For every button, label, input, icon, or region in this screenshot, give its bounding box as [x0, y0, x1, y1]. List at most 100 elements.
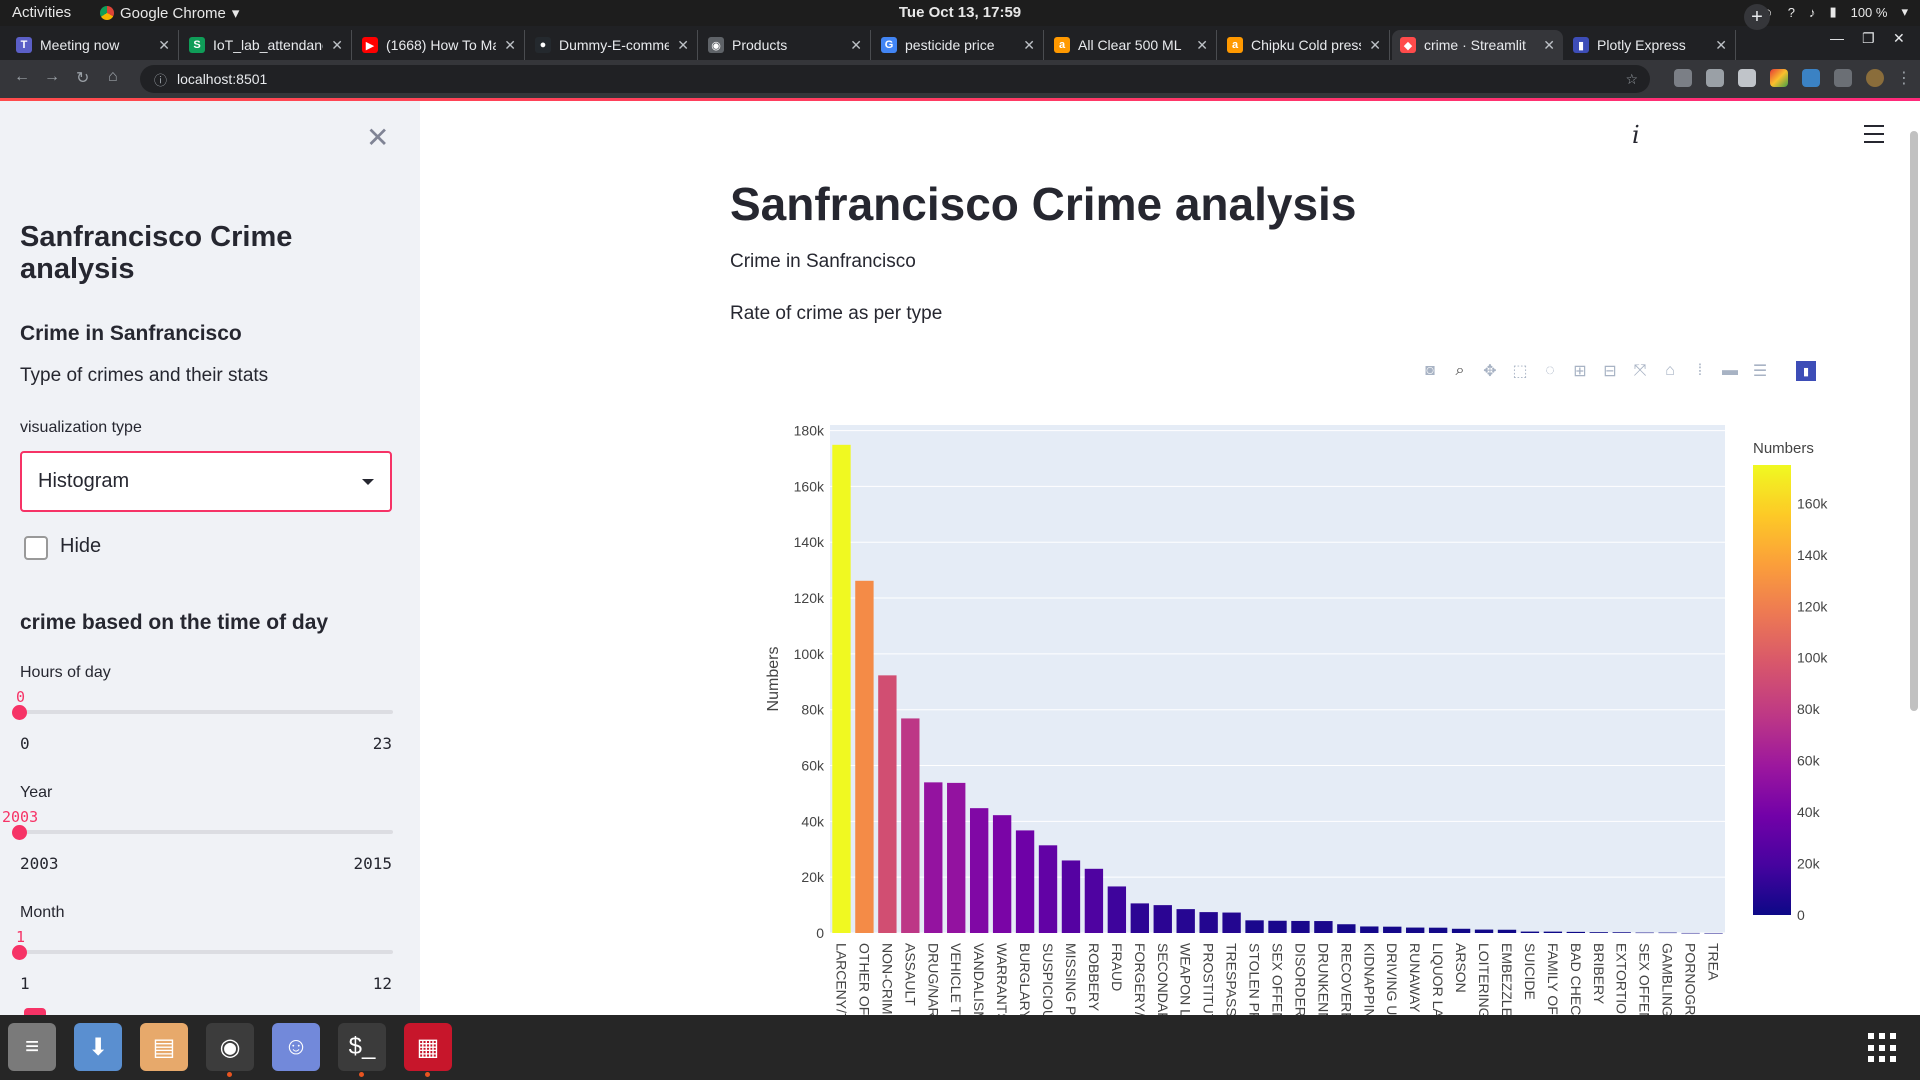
- bar[interactable]: [1015, 830, 1035, 933]
- tab-10[interactable]: ▮ Plotly Express ✕: [1565, 30, 1736, 60]
- maximize-icon[interactable]: ❐: [1862, 30, 1875, 46]
- bar[interactable]: [1153, 905, 1172, 933]
- zoom-out-icon[interactable]: ⊟: [1603, 363, 1617, 380]
- visualization-type-select[interactable]: Histogram: [20, 451, 392, 512]
- tab-8[interactable]: a Chipku Cold press ✕: [1219, 30, 1390, 60]
- bar[interactable]: [1520, 931, 1540, 933]
- file-manager-icon[interactable]: ▤: [140, 1023, 188, 1071]
- terminal-icon[interactable]: $_: [338, 1023, 386, 1077]
- volume-icon[interactable]: ♪: [1808, 4, 1816, 20]
- bar[interactable]: [1635, 932, 1654, 934]
- lasso-select-icon[interactable]: ◌: [1545, 362, 1555, 379]
- bar[interactable]: [947, 782, 966, 933]
- bar[interactable]: [1268, 920, 1287, 933]
- bar[interactable]: [1222, 912, 1241, 933]
- tab-close-icon[interactable]: ✕: [1369, 36, 1381, 53]
- hide-checkbox[interactable]: [24, 536, 48, 560]
- slider-track[interactable]: [20, 950, 393, 954]
- zoom-in-icon[interactable]: ⊞: [1573, 363, 1587, 380]
- bar[interactable]: [832, 444, 851, 933]
- tab-2[interactable]: S IoT_lab_attendance ✕: [181, 30, 352, 60]
- bar[interactable]: [1199, 912, 1218, 933]
- minimize-icon[interactable]: —: [1830, 30, 1844, 46]
- autoscale-icon[interactable]: ⤧: [1633, 362, 1647, 379]
- extension-icon[interactable]: [1706, 69, 1724, 87]
- tab-close-icon[interactable]: ✕: [158, 36, 170, 53]
- bar[interactable]: [855, 580, 874, 933]
- bar[interactable]: [1291, 920, 1310, 933]
- bar[interactable]: [1566, 931, 1586, 933]
- bar[interactable]: [1681, 932, 1700, 934]
- tab-7[interactable]: a All Clear 500 ML ✕: [1046, 30, 1217, 60]
- back-icon[interactable]: ←: [14, 68, 30, 85]
- help-icon[interactable]: ?: [1787, 4, 1795, 20]
- kebab-menu-icon[interactable]: ⋮: [1896, 70, 1912, 87]
- bar[interactable]: [1497, 929, 1517, 933]
- address-bar[interactable]: ⓘ localhost:8501 ☆: [140, 65, 1650, 93]
- partial-slider-thumb[interactable]: [24, 1008, 46, 1015]
- reset-axes-icon[interactable]: ⌂: [1665, 362, 1675, 379]
- chevron-down-icon[interactable]: ▾: [1901, 4, 1908, 19]
- bar[interactable]: [1337, 924, 1356, 933]
- reload-icon[interactable]: ↻: [76, 70, 90, 87]
- bar[interactable]: [901, 718, 920, 933]
- show-applications-icon[interactable]: [1868, 1033, 1898, 1063]
- bar[interactable]: [924, 782, 943, 933]
- tab-3[interactable]: ▶ (1668) How To Make ✕: [354, 30, 525, 60]
- files-stack-icon[interactable]: ≡: [8, 1023, 56, 1071]
- slider-thumb[interactable]: [12, 705, 27, 720]
- discord-icon[interactable]: ☺: [272, 1023, 320, 1071]
- bar[interactable]: [1176, 909, 1195, 933]
- clock[interactable]: Tue Oct 13, 17:59: [898, 4, 1022, 21]
- bar[interactable]: [1061, 860, 1081, 933]
- plotly-logo-icon[interactable]: ▮: [1796, 361, 1816, 381]
- tab-close-icon[interactable]: ✕: [1196, 36, 1208, 53]
- home-icon[interactable]: ⌂: [108, 68, 118, 85]
- slider-track[interactable]: [20, 830, 393, 834]
- close-window-icon[interactable]: ✕: [1893, 30, 1905, 46]
- tab-close-icon[interactable]: ✕: [850, 36, 862, 53]
- battery-icon[interactable]: ▮: [1829, 4, 1837, 19]
- screen-reader-icon[interactable]: ▦: [404, 1023, 452, 1077]
- pan-icon[interactable]: ✥: [1483, 363, 1497, 380]
- bar[interactable]: [1084, 868, 1104, 933]
- bar[interactable]: [1038, 845, 1058, 933]
- extension-icon[interactable]: [1802, 69, 1820, 87]
- tab-9[interactable]: ◆ crime · Streamlit ✕: [1392, 30, 1563, 60]
- extension-icon[interactable]: [1770, 69, 1788, 87]
- hide-checkbox-label[interactable]: Hide: [60, 535, 102, 557]
- scrollbar[interactable]: [1910, 131, 1918, 711]
- tab-close-icon[interactable]: ✕: [1543, 36, 1555, 53]
- bar[interactable]: [1245, 920, 1264, 933]
- bookmark-star-icon[interactable]: ☆: [1625, 70, 1638, 87]
- tab-close-icon[interactable]: ✕: [1715, 36, 1727, 53]
- tab-close-icon[interactable]: ✕: [504, 36, 516, 53]
- tab-4[interactable]: ● Dummy-E-commerce ✕: [527, 30, 698, 60]
- chrome-icon[interactable]: ◉: [206, 1023, 254, 1077]
- bar[interactable]: [1360, 926, 1379, 933]
- bar[interactable]: [992, 815, 1012, 933]
- slider-thumb[interactable]: [12, 945, 27, 960]
- bar[interactable]: [1474, 929, 1494, 933]
- software-installer-icon[interactable]: ⬇: [74, 1023, 122, 1071]
- bar[interactable]: [969, 808, 989, 933]
- camera-icon[interactable]: ◙: [1425, 362, 1435, 379]
- puzzle-icon[interactable]: [1834, 69, 1852, 87]
- app-menu[interactable]: Google Chrome ▾: [100, 4, 239, 22]
- bar[interactable]: [1612, 932, 1631, 933]
- bar[interactable]: [1314, 921, 1333, 933]
- bar[interactable]: [1704, 932, 1723, 934]
- bar[interactable]: [1107, 886, 1127, 933]
- profile-avatar[interactable]: [1866, 69, 1884, 87]
- new-tab-button[interactable]: +: [1744, 4, 1770, 30]
- bar[interactable]: [1451, 928, 1471, 933]
- system-tray[interactable]: ☺ ? ♪ ▮ 100 % ▾: [1760, 4, 1908, 20]
- slider-thumb[interactable]: [12, 825, 27, 840]
- zoom-icon[interactable]: ⌕: [1455, 362, 1465, 379]
- info-circle-icon[interactable]: ⓘ: [154, 72, 168, 88]
- close-sidebar-icon[interactable]: ✕: [366, 122, 390, 153]
- extension-icon[interactable]: [1738, 69, 1756, 87]
- box-select-icon[interactable]: ⬚: [1512, 363, 1528, 380]
- tab-close-icon[interactable]: ✕: [1023, 36, 1035, 53]
